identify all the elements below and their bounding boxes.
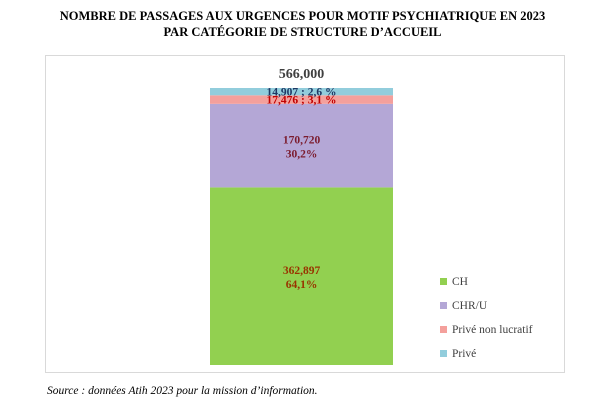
data-label-ch-percent: 64,1%	[286, 279, 318, 291]
legend-swatch-priv-non-lucratif	[440, 326, 447, 333]
data-label-priv-non-lucratif: 17,476 ; 3,1 %	[267, 95, 337, 107]
bar-segment-priv-	[210, 88, 393, 96]
data-label-priv-: 14,907 ; 2,6 %	[267, 87, 337, 99]
data-label-ch-value: 362,897	[283, 265, 321, 277]
bar-segment-ch	[210, 187, 393, 365]
title-line-1: NOMBRE DE PASSAGES AUX URGENCES POUR MOT…	[59, 9, 546, 23]
legend-label-ch: CH	[452, 276, 468, 288]
legend-swatch-ch	[440, 278, 447, 285]
data-label-chr-u-value: 170,720	[283, 135, 321, 147]
data-label-chr-u-percent: 30,2%	[286, 149, 318, 161]
chart-frame	[45, 55, 565, 373]
total-label: 566,000	[279, 67, 325, 82]
source-note: Source : données Atih 2023 pour la missi…	[47, 385, 318, 397]
bar-segment-chr-u	[210, 103, 393, 188]
legend-swatch-priv-	[440, 350, 447, 357]
legend-swatch-chr-u	[440, 302, 447, 309]
chart-title: NOMBRE DE PASSAGES AUX URGENCES POUR MOT…	[0, 8, 605, 40]
legend-label-priv-: Privé	[452, 348, 476, 360]
bar-segment-priv-non-lucratif	[210, 95, 393, 104]
title-line-2: PAR CATÉGORIE DE STRUCTURE D’ACCUEIL	[163, 25, 442, 39]
legend-label-chr-u: CHR/U	[452, 300, 488, 312]
legend-label-priv-non-lucratif: Privé non lucratif	[452, 324, 533, 336]
